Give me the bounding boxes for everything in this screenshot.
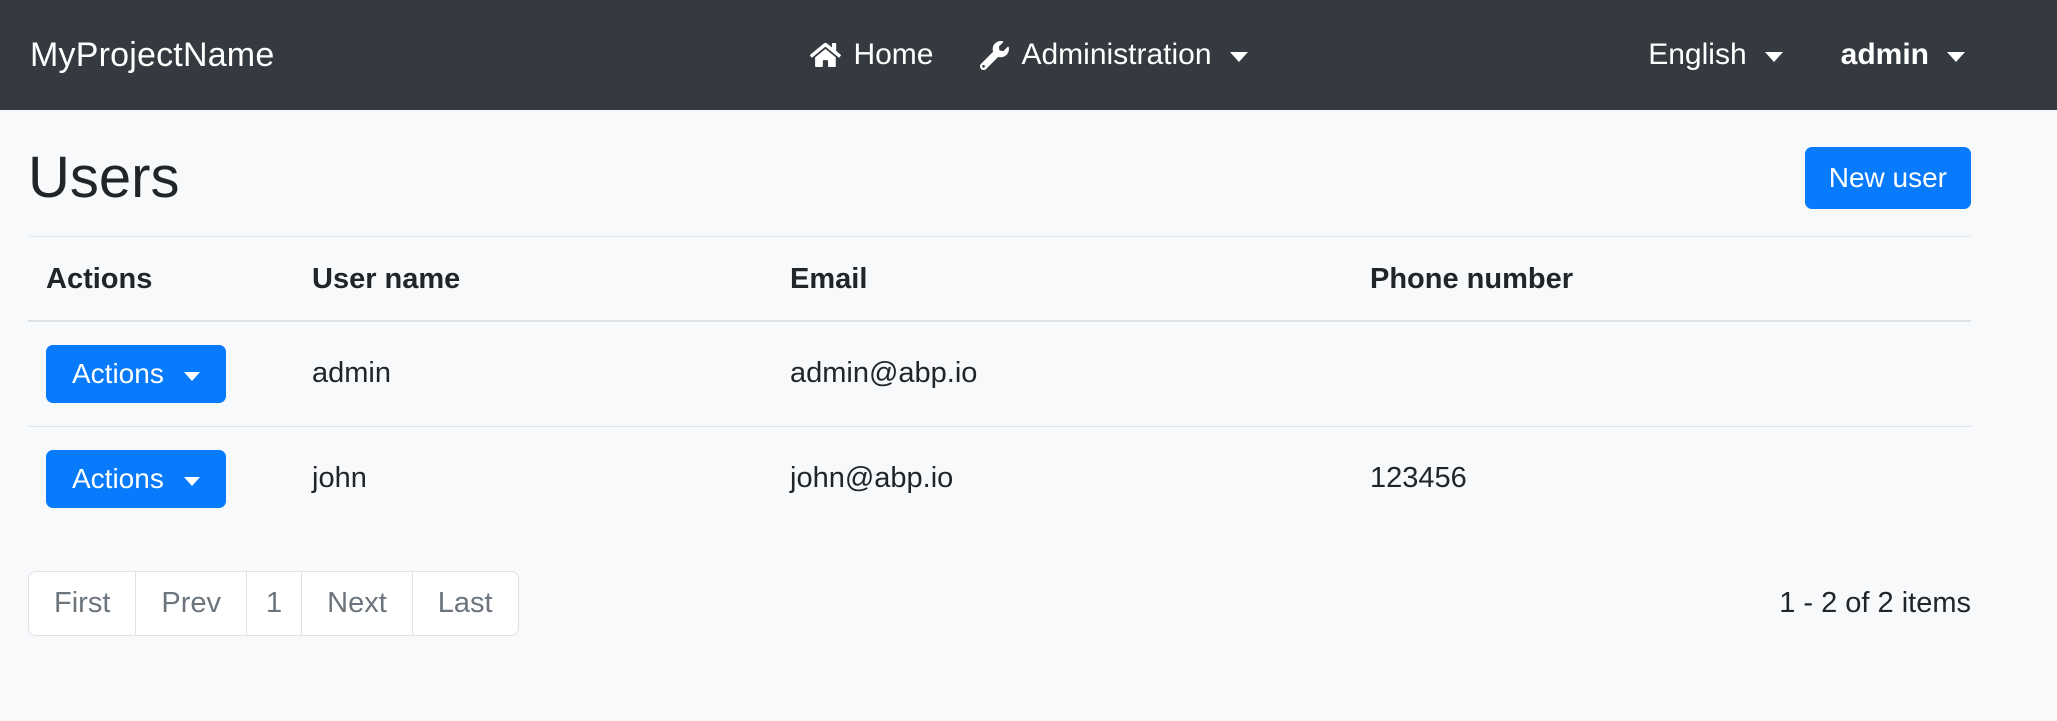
language-dropdown-label: English [1648, 38, 1747, 71]
pagination-first[interactable]: First [28, 570, 137, 636]
chevron-down-icon [1764, 52, 1783, 62]
language-dropdown[interactable]: English [1648, 38, 1783, 72]
new-user-button[interactable]: New user [1804, 146, 1971, 209]
top-navbar: MyProjectName Home Administration [0, 0, 2057, 110]
users-table: Actions User name Email Phone number Act… [28, 236, 1971, 531]
pagination-summary: 1 - 2 of 2 items [1779, 586, 1971, 619]
home-icon [809, 41, 841, 69]
users-table-header: Actions User name Email Phone number [28, 236, 1971, 322]
column-header-email: Email [772, 236, 1352, 322]
pagination-prev[interactable]: Prev [135, 570, 248, 636]
row-actions-button[interactable]: Actions [46, 449, 226, 508]
pagination-last[interactable]: Last [411, 570, 519, 636]
column-header-user-name: User name [294, 236, 772, 322]
nav-item-home-label: Home [853, 38, 934, 71]
navbar-right: English admin [1648, 38, 1965, 72]
chevron-down-icon [183, 477, 200, 487]
user-dropdown[interactable]: admin [1841, 38, 1965, 72]
page-header: Users New user [28, 136, 1971, 237]
user-dropdown-label: admin [1840, 38, 1929, 71]
wrench-icon [979, 40, 1009, 70]
nav-item-home[interactable]: Home [809, 38, 933, 72]
table-row: Actions admin admin@abp.io [28, 321, 1971, 427]
table-row: Actions john john@abp.io 123456 [28, 425, 1971, 531]
row-actions-button[interactable]: Actions [46, 344, 226, 403]
brand-link[interactable]: MyProjectName [30, 35, 275, 74]
cell-email: admin@abp.io [790, 357, 978, 390]
main-nav: Home Administration [809, 38, 1248, 72]
row-actions-button-label: Actions [72, 462, 164, 494]
column-header-actions: Actions [28, 236, 294, 322]
cell-phone [1352, 321, 1971, 427]
row-actions-button-label: Actions [72, 357, 164, 389]
pagination: First Prev 1 Next Last [28, 570, 519, 636]
cell-user-name: admin [312, 357, 391, 390]
chevron-down-icon [1947, 52, 1965, 62]
page-content: Users New user Actions User name Email P… [0, 110, 2057, 636]
nav-item-administration[interactable]: Administration [979, 38, 1248, 72]
cell-user-name: john [294, 425, 772, 531]
table-footer: First Prev 1 Next Last 1 - 2 of 2 items [28, 570, 1971, 636]
pagination-page-1[interactable]: 1 [246, 570, 303, 636]
chevron-down-icon [183, 372, 200, 382]
page-title: Users [28, 145, 180, 210]
cell-phone: 123456 [1352, 425, 1971, 531]
app-window: MyProjectName Home Administration [0, 0, 2057, 636]
nav-item-administration-label: Administration [1021, 38, 1212, 71]
pagination-next[interactable]: Next [301, 570, 413, 636]
cell-email: john@abp.io [772, 425, 1352, 531]
chevron-down-icon [1229, 52, 1248, 62]
column-header-phone-number: Phone number [1352, 236, 1971, 322]
